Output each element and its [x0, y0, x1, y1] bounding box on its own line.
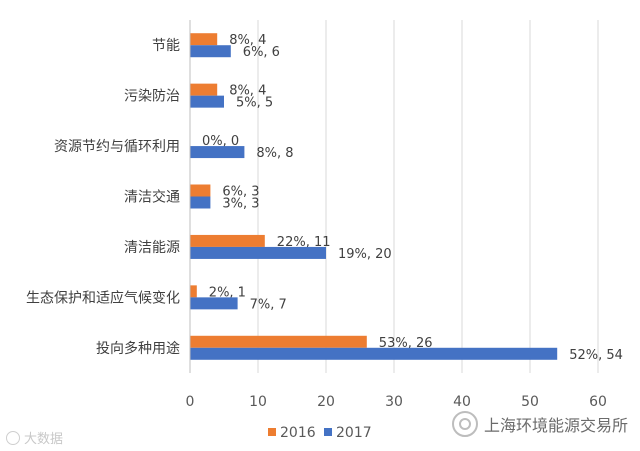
- data-label: 0%, 0: [202, 134, 239, 149]
- wechat-logo-icon: [452, 411, 478, 437]
- bar-2017: [190, 246, 326, 259]
- bar-2017: [190, 146, 245, 159]
- bar-2017: [190, 95, 224, 108]
- x-tick-label: 30: [385, 394, 403, 410]
- legend-label: 2017: [336, 425, 372, 441]
- bar-2016: [190, 285, 197, 298]
- data-label: 52%, 54: [569, 348, 623, 363]
- data-label: 8%, 4: [229, 33, 266, 48]
- data-label: 19%, 20: [338, 247, 392, 262]
- watermark-logo-icon: [6, 430, 20, 445]
- x-tick-label: 60: [589, 394, 607, 410]
- data-label: 6%, 6: [243, 45, 280, 60]
- legend-label: 2016: [280, 425, 316, 441]
- data-label: 7%, 7: [250, 297, 287, 312]
- category-label: 污染防治: [124, 89, 180, 105]
- watermark-left-text: 大数据: [24, 432, 64, 447]
- data-label: 53%, 26: [379, 336, 433, 351]
- bar-2017: [190, 347, 558, 360]
- data-label: 3%, 3: [222, 197, 259, 212]
- bar-2016: [190, 184, 211, 197]
- x-tick-label: 40: [453, 394, 471, 410]
- bar-2017: [190, 45, 231, 58]
- data-label: 5%, 5: [236, 96, 273, 111]
- x-tick-label: 0: [186, 394, 195, 410]
- x-tick-label: 50: [521, 394, 539, 410]
- data-label: 6%, 3: [222, 185, 259, 200]
- data-label: 8%, 4: [229, 84, 266, 99]
- bar-2016: [190, 234, 265, 247]
- x-tick-label: 10: [249, 394, 267, 410]
- bar-2017: [190, 196, 211, 209]
- x-tick-label: 20: [317, 394, 335, 410]
- bar-2016: [190, 335, 367, 348]
- data-label: 2%, 1: [209, 285, 246, 300]
- legend-swatch-2016: [268, 428, 276, 436]
- category-label: 节能: [152, 38, 180, 54]
- bar-2016: [190, 83, 218, 96]
- watermark-right-text: 上海环境能源交易所: [484, 416, 629, 435]
- category-label: 清洁能源: [124, 240, 180, 256]
- bar-2016: [190, 33, 218, 46]
- category-label: 资源节约与循环利用: [54, 139, 180, 155]
- watermark-right: 上海环境能源交易所: [452, 411, 628, 437]
- category-label: 投向多种用途: [96, 340, 180, 357]
- category-label: 生态保护和适应气候变化: [26, 289, 180, 306]
- data-label: 8%, 8: [256, 146, 293, 161]
- watermark-left: 大数据: [6, 428, 63, 447]
- legend-swatch-2017: [324, 428, 332, 436]
- data-label: 22%, 11: [277, 235, 331, 250]
- category-label: 清洁交通: [124, 189, 180, 206]
- bar-2017: [190, 297, 238, 310]
